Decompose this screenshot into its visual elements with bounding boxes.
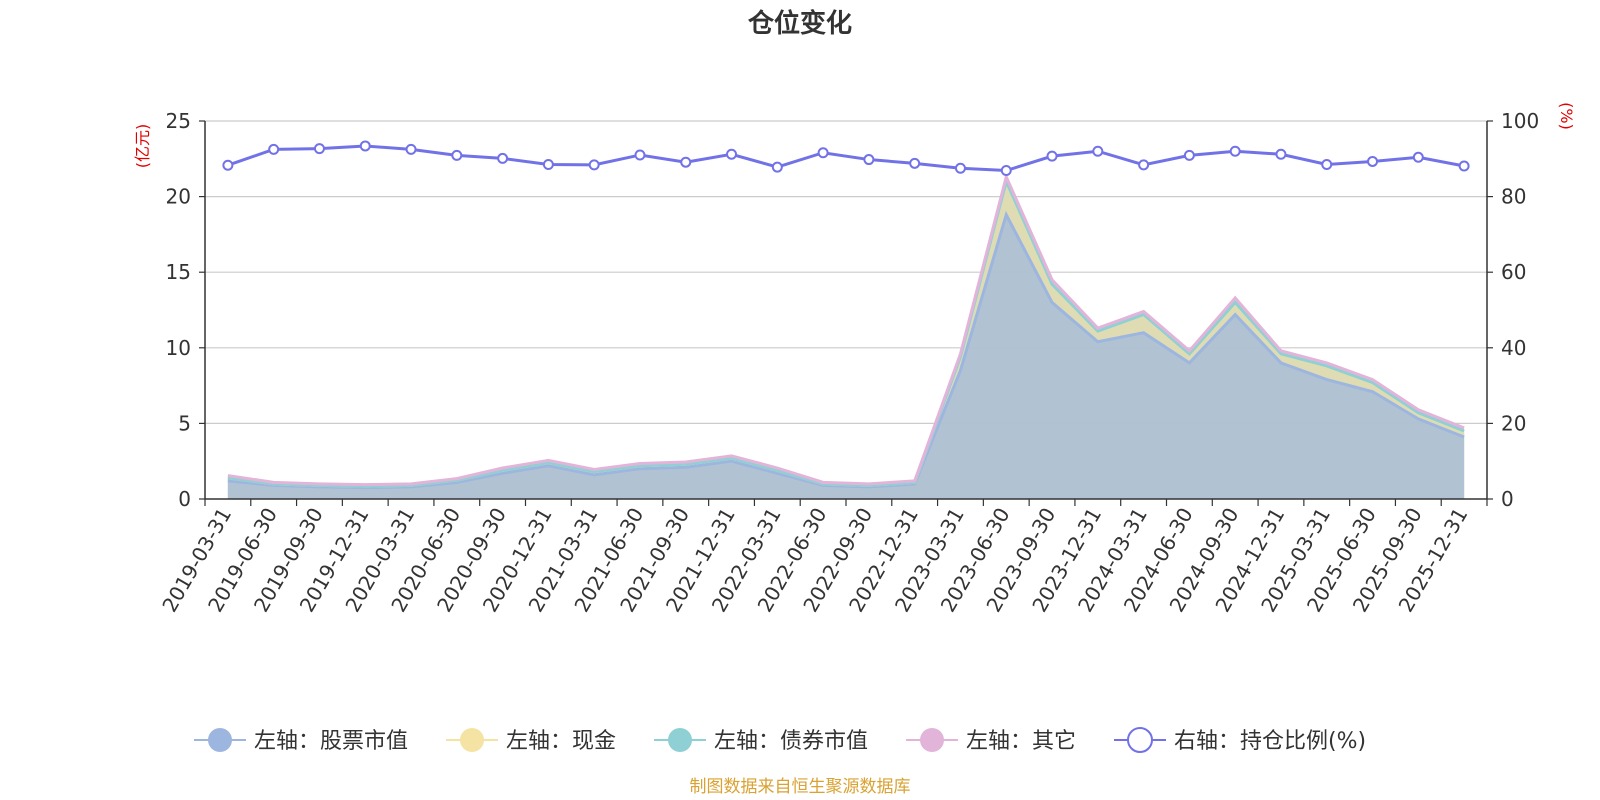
ratio-point [1183, 149, 1195, 161]
ratio-point [268, 143, 280, 155]
ratio-point [1229, 145, 1241, 157]
right-axis-tick-label: 100 [1501, 109, 1539, 133]
left-axis-tick-label: 25 [166, 109, 191, 133]
ratio-point [954, 162, 966, 174]
area-line-3 [227, 172, 1465, 487]
right-axis-tick-label: 60 [1501, 260, 1526, 284]
ratio-point [1367, 155, 1379, 167]
legend-label: 右轴：持仓比例(%) [1174, 729, 1366, 754]
source-note: 制图数据来自恒生聚源数据库 [690, 777, 911, 797]
axes: 05101520250204060801002019-03-312019-06-… [157, 109, 1539, 616]
legend-label: 左轴：其它 [966, 729, 1076, 754]
ratio-point [451, 149, 463, 161]
ratio-point [313, 143, 325, 155]
ratio-point [1321, 158, 1333, 170]
ratio-point [1412, 151, 1424, 163]
ratio-point [771, 161, 783, 173]
left-axis-tick-label: 5 [178, 411, 191, 435]
legend-marker [920, 728, 944, 752]
right-axis-unit: (%) [1557, 102, 1576, 130]
ratio-point [1046, 150, 1058, 162]
ratio-point [726, 148, 738, 160]
area-0 [227, 214, 1465, 499]
area-line-0 [227, 210, 1465, 490]
left-axis-tick-label: 15 [166, 260, 191, 284]
legend-marker [668, 728, 692, 752]
chart-title: 仓位变化 [747, 8, 852, 39]
ratio-point [680, 156, 692, 168]
ratio-line [222, 140, 1470, 177]
right-axis-tick-label: 40 [1501, 336, 1526, 360]
stacked-areas [227, 172, 1465, 500]
ratio-point [1000, 165, 1012, 177]
ratio-point [542, 158, 554, 170]
ratio-point [222, 159, 234, 171]
ratio-point [497, 152, 509, 164]
left-axis-tick-label: 20 [166, 185, 191, 209]
legend-marker [460, 728, 484, 752]
right-axis-tick-label: 80 [1501, 185, 1526, 209]
ratio-point [588, 159, 600, 171]
legend: 左轴：股票市值 左轴：现金 左轴：债券市值 左轴：其它 右轴：持仓比例(%) [194, 727, 1366, 754]
ratio-point [359, 140, 371, 152]
ratio-point [863, 154, 875, 166]
right-axis-tick-label: 0 [1501, 487, 1514, 511]
ratio-point [1092, 145, 1104, 157]
legend-marker-ring [1127, 727, 1153, 753]
legend-label: 左轴：现金 [506, 729, 616, 754]
ratio-point [634, 149, 646, 161]
area-line-2 [227, 176, 1465, 488]
ratio-point [817, 147, 829, 159]
ratio-point [1138, 159, 1150, 171]
left-axis-tick-label: 10 [166, 336, 191, 360]
legend-label: 左轴：股票市值 [254, 729, 408, 754]
ratio-line-path [227, 144, 1465, 173]
left-axis-tick-label: 0 [178, 487, 191, 511]
right-axis-tick-label: 20 [1501, 411, 1526, 435]
ratio-point [1458, 160, 1470, 172]
ratio-point [405, 143, 417, 155]
ratio-point [1275, 148, 1287, 160]
ratio-point [909, 157, 921, 169]
legend-marker [208, 728, 232, 752]
left-axis-unit: (亿元) [133, 124, 152, 169]
legend-label: 左轴：债券市值 [714, 729, 868, 754]
